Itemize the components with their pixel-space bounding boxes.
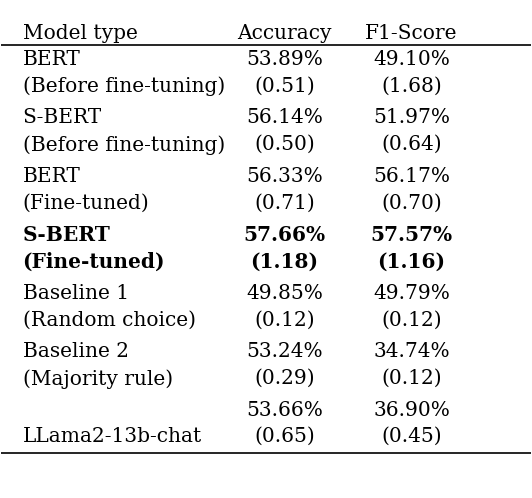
Text: BERT: BERT	[22, 167, 80, 186]
Text: (0.71): (0.71)	[254, 194, 315, 213]
Text: (1.68): (1.68)	[381, 77, 442, 96]
Text: (0.12): (0.12)	[254, 310, 315, 329]
Text: 56.14%: 56.14%	[246, 109, 323, 127]
Text: (Before fine-tuning): (Before fine-tuning)	[22, 77, 225, 96]
Text: 57.66%: 57.66%	[244, 225, 326, 245]
Text: (0.45): (0.45)	[381, 427, 442, 446]
Text: 56.17%: 56.17%	[373, 167, 450, 186]
Text: LLama2-13b-chat: LLama2-13b-chat	[22, 427, 202, 446]
Text: Accuracy: Accuracy	[237, 24, 332, 43]
Text: (0.12): (0.12)	[381, 369, 442, 388]
Text: (Before fine-tuning): (Before fine-tuning)	[22, 135, 225, 155]
Text: (0.65): (0.65)	[254, 427, 315, 446]
Text: S-BERT: S-BERT	[22, 225, 111, 245]
Text: (0.51): (0.51)	[254, 77, 315, 96]
Text: 49.79%: 49.79%	[373, 284, 450, 303]
Text: (0.12): (0.12)	[381, 310, 442, 329]
Text: (0.29): (0.29)	[254, 369, 315, 388]
Text: S-BERT: S-BERT	[22, 109, 102, 127]
Text: 36.90%: 36.90%	[373, 400, 450, 419]
Text: 53.89%: 53.89%	[246, 50, 323, 69]
Text: (1.18): (1.18)	[251, 252, 319, 272]
Text: 53.66%: 53.66%	[246, 400, 323, 419]
Text: (0.64): (0.64)	[381, 135, 442, 154]
Text: 56.33%: 56.33%	[246, 167, 323, 186]
Text: (Random choice): (Random choice)	[22, 310, 196, 329]
Text: (Fine-tuned): (Fine-tuned)	[22, 252, 165, 272]
Text: (Fine-tuned): (Fine-tuned)	[22, 194, 149, 213]
Text: 49.85%: 49.85%	[246, 284, 323, 303]
Text: Model type: Model type	[22, 24, 137, 43]
Text: Baseline 2: Baseline 2	[22, 342, 129, 361]
Text: Baseline 1: Baseline 1	[22, 284, 129, 303]
Text: 49.10%: 49.10%	[373, 50, 450, 69]
Text: 51.97%: 51.97%	[373, 109, 450, 127]
Text: (Majority rule): (Majority rule)	[22, 369, 173, 388]
Text: (0.50): (0.50)	[254, 135, 315, 154]
Text: 53.24%: 53.24%	[246, 342, 323, 361]
Text: F1-Score: F1-Score	[365, 24, 458, 43]
Text: (1.16): (1.16)	[378, 252, 445, 272]
Text: BERT: BERT	[22, 50, 80, 69]
Text: 34.74%: 34.74%	[373, 342, 450, 361]
Text: 57.57%: 57.57%	[370, 225, 453, 245]
Text: (0.70): (0.70)	[381, 194, 442, 213]
